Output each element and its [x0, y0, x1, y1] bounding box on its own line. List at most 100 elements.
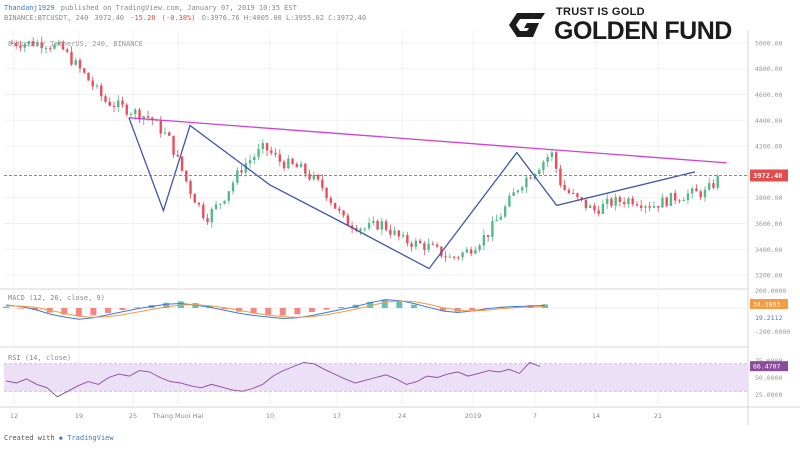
candle-body: [537, 169, 541, 174]
candle-body: [134, 109, 137, 115]
footer-brand[interactable]: TradingView: [67, 434, 114, 442]
candle-body: [78, 60, 82, 69]
candle-body: [708, 183, 711, 190]
candle-body: [678, 200, 681, 202]
symbol-line: BINANCE:BTCUSDT, 240: [4, 14, 89, 22]
candle-body: [597, 210, 600, 214]
candle-body: [36, 42, 39, 46]
candle-body: [703, 189, 707, 198]
candle-body: [197, 202, 201, 205]
candle-body: [435, 244, 439, 247]
candle-body: [316, 174, 320, 180]
candle-body: [244, 163, 247, 173]
rsi-label: RSI (14, close): [8, 354, 72, 362]
candle-body: [716, 176, 719, 188]
rsi-axis-tick: 50.0000: [755, 374, 782, 382]
candle-body: [304, 163, 307, 174]
candle-body: [486, 235, 490, 237]
macd-histogram-bar: [75, 308, 82, 317]
date-axis-tick: 21: [654, 412, 662, 420]
candle-body: [274, 152, 277, 155]
macd-histogram-bar: [163, 302, 170, 308]
candle-body: [478, 245, 481, 250]
candle-body: [423, 243, 426, 250]
candle-body: [376, 220, 379, 230]
candle-body: [580, 197, 583, 200]
candle-body: [180, 156, 184, 171]
candle-body: [389, 229, 392, 235]
candle-body: [15, 43, 18, 46]
candle-body: [91, 80, 94, 87]
macd-pane: [3, 299, 748, 320]
candle-body: [125, 104, 128, 115]
candle-body: [465, 249, 469, 253]
candle-body: [571, 193, 575, 195]
candle-body: [516, 190, 520, 193]
macd-histogram-bar: [410, 304, 417, 308]
candle-body: [312, 174, 316, 180]
candle-body: [495, 219, 498, 222]
author-name[interactable]: Thandanj1929: [4, 4, 55, 12]
date-axis-tick: 19: [75, 412, 83, 420]
macd-histogram-bar: [250, 308, 257, 314]
macd-histogram-bar: [3, 306, 9, 308]
candle-body: [605, 198, 609, 204]
candle-body: [265, 143, 269, 151]
candle-body: [278, 154, 282, 162]
macd-histogram-bar: [90, 308, 97, 316]
candle-body: [10, 42, 14, 44]
candle-body: [87, 72, 90, 81]
candle-body: [648, 206, 651, 208]
candle-body: [656, 206, 660, 208]
candle-body: [321, 179, 324, 188]
macd-histogram-bar: [542, 304, 548, 308]
candle-body: [691, 188, 694, 194]
candle-body: [49, 48, 52, 50]
candle-body: [665, 197, 668, 206]
candle-body: [329, 198, 333, 203]
date-axis-tick: 24: [398, 412, 406, 420]
candle-body: [401, 235, 405, 237]
candle-body: [325, 187, 328, 199]
macd-histogram-bar: [17, 308, 24, 309]
last-price-label: 3972.40: [753, 172, 783, 180]
candle-body: [129, 114, 133, 116]
candle-body: [219, 203, 222, 205]
candle-body: [686, 193, 690, 200]
candle-body: [601, 203, 605, 214]
date-axis-tick: 2019: [465, 412, 482, 420]
price-axis-tick: 4200.00: [755, 143, 782, 151]
candle-body: [155, 120, 158, 122]
candle-body: [363, 228, 367, 230]
chart-symbol-title: Bitcoin / TetherUS, 240, BINANCE: [8, 40, 143, 48]
candle-body: [682, 199, 685, 201]
candle-body: [74, 60, 77, 65]
candle-body: [40, 42, 43, 49]
candle-body: [614, 197, 617, 206]
candle-body: [380, 221, 384, 230]
candle-body: [699, 191, 702, 198]
candle-body: [529, 177, 532, 179]
candle-body: [291, 158, 294, 164]
candle-body: [121, 100, 124, 105]
macd-histogram-bar: [61, 308, 68, 315]
macd-histogram-bar: [104, 308, 111, 313]
rsi-axis-tick: 25.0000: [755, 391, 782, 399]
candle-body: [214, 204, 218, 209]
candle-body: [474, 249, 477, 254]
candle-body: [185, 170, 188, 182]
candle-body: [418, 240, 422, 244]
tradingview-logo-icon[interactable]: ◆: [58, 434, 64, 442]
macd-histogram-bar: [338, 307, 345, 308]
candle-body: [559, 168, 562, 185]
price-axis-tick: 3800.00: [755, 194, 782, 202]
macd-histogram-bar: [381, 299, 388, 308]
candle-body: [669, 192, 673, 206]
price-axis-tick: 4400.00: [755, 117, 782, 125]
candle-body: [295, 163, 299, 168]
candle-body: [618, 197, 622, 203]
price-axis: 5000.004800.004600.004400.004200.004000.…: [750, 39, 790, 399]
pattern-polyline: [128, 117, 696, 270]
price-axis-tick: 5000.00: [755, 39, 782, 47]
